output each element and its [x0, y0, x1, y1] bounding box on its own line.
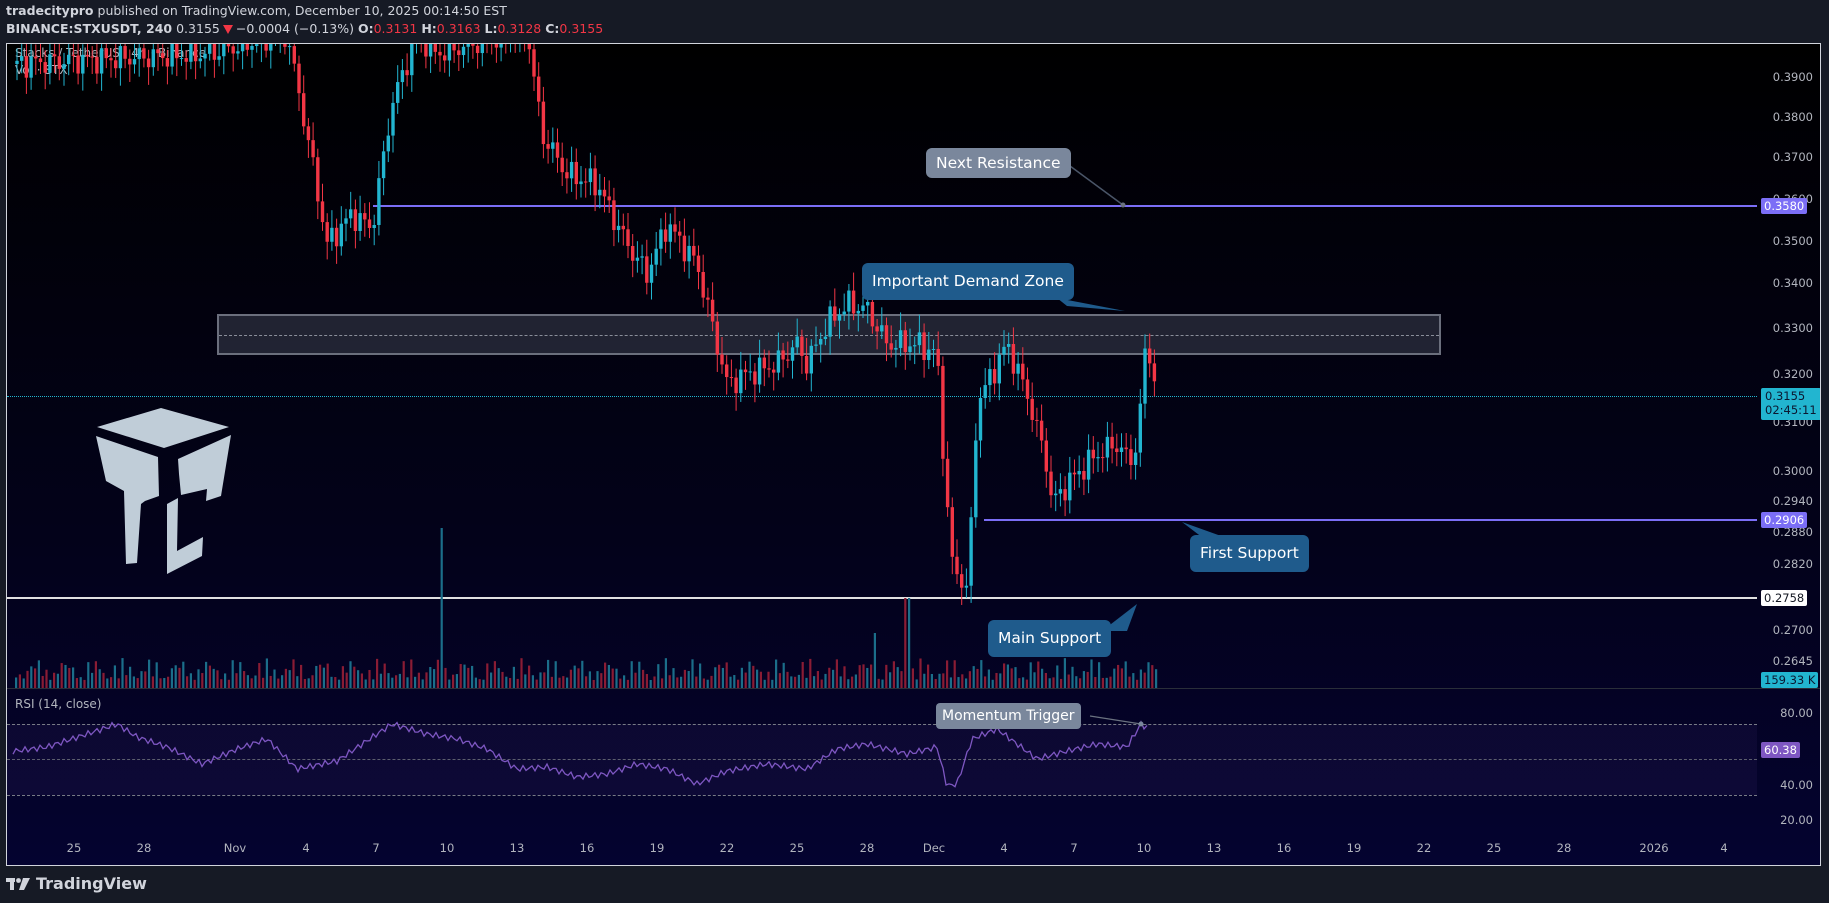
price-change: −0.0004 (−0.13%): [235, 21, 354, 36]
low-value: 0.3128: [497, 21, 542, 36]
price-axis[interactable]: 0.3900 0.3800 0.3700 0.3600 0.3500 0.340…: [1757, 44, 1820, 688]
resistance-line[interactable]: [373, 205, 1757, 207]
tradingview-logo-icon: [6, 877, 30, 890]
brand-name: TradingView: [36, 874, 147, 893]
callout-momentum-trigger[interactable]: Momentum Trigger: [936, 703, 1081, 729]
high-value: 0.3163: [436, 21, 481, 36]
first-support-line[interactable]: [984, 519, 1757, 521]
symbol: BINANCE:STXUSDT, 240: [6, 21, 173, 36]
tradecity-logo-icon: [96, 408, 231, 574]
rsi-line: [12, 715, 1148, 788]
rsi-pane[interactable]: RSI (14, close) Momentum Trigger: [7, 689, 1757, 831]
last-price: 0.3155: [176, 21, 220, 36]
main-support-line[interactable]: [7, 597, 1757, 599]
open-value: 0.3131: [373, 21, 418, 36]
volume-tag: 159.33 K: [1761, 672, 1819, 688]
rsi-middle-band: [7, 759, 1757, 760]
chart-frame: Stacks / TetherUS · 4h · Binance Vol · S…: [6, 43, 1821, 866]
price-pane[interactable]: Stacks / TetherUS · 4h · Binance Vol · S…: [7, 44, 1757, 688]
main-support-price-tag: 0.2758: [1761, 590, 1808, 606]
rsi-upper-band: [7, 724, 1757, 725]
current-price-tag: 0.3155 02:45:11: [1761, 388, 1820, 420]
callout-first-support[interactable]: First Support: [1190, 535, 1309, 572]
resistance-price-tag: 0.3580: [1761, 198, 1808, 214]
callout-main-support[interactable]: Main Support: [988, 620, 1112, 657]
publish-header: tradecitypro published on TradingView.co…: [6, 2, 603, 38]
first-support-price-tag: 0.2906: [1761, 512, 1808, 528]
symbol-line: BINANCE:STXUSDT, 240 0.3155 −0.0004 (−0.1…: [6, 21, 604, 36]
rsi-lower-band: [7, 795, 1757, 796]
bar-countdown: 02:45:11: [1765, 403, 1817, 417]
rsi-axis[interactable]: 80.00 60.38 40.00 20.00: [1757, 689, 1820, 831]
tradingview-branding[interactable]: TradingView: [6, 874, 147, 893]
callout-next-resistance[interactable]: Next Resistance: [926, 148, 1071, 178]
callout-demand-zone[interactable]: Important Demand Zone: [862, 263, 1074, 300]
current-price-line: [7, 396, 1757, 397]
rsi-value-tag: 60.38: [1761, 742, 1800, 758]
pane-separator[interactable]: [7, 688, 1820, 689]
published-text: published on TradingView.com, December 1…: [97, 3, 507, 18]
down-triangle-icon: [222, 25, 233, 34]
close-value: 0.3155: [559, 21, 604, 36]
candlestick-series: [15, 44, 1235, 688]
rsi-legend[interactable]: RSI (14, close): [15, 697, 102, 711]
author-name[interactable]: tradecitypro: [6, 3, 94, 18]
time-axis[interactable]: 25 28 Nov 4 7 10 13 16 19 22 25 28 Dec 4…: [66, 841, 1728, 855]
